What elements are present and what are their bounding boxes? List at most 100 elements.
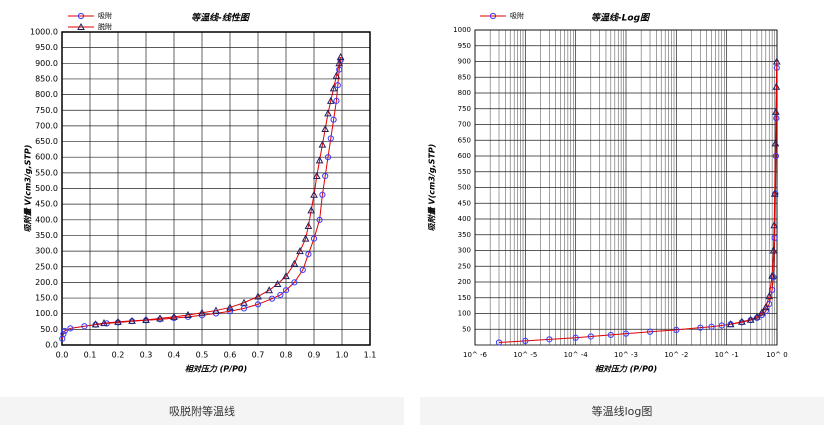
- y-tick-label: 550: [458, 168, 471, 176]
- series-line: [61, 60, 342, 339]
- marker: [61, 327, 68, 335]
- marker: [761, 303, 770, 311]
- x-tick-label: 0.3: [140, 351, 153, 360]
- y-tick-label: 600: [458, 152, 471, 160]
- marker: [305, 251, 312, 258]
- legend-marker: [77, 22, 85, 30]
- caption-bar: [420, 397, 824, 425]
- marker: [326, 96, 335, 104]
- marker: [765, 292, 774, 300]
- marker: [212, 306, 220, 314]
- marker: [327, 135, 334, 142]
- plot-border: [474, 29, 778, 346]
- x-tick-label: 0.9: [308, 351, 321, 360]
- y-tick-label: 150.0: [35, 294, 58, 303]
- marker: [770, 189, 779, 197]
- y-tick-label: 750.0: [35, 106, 58, 115]
- y-tick-label: 650.0: [35, 137, 58, 146]
- y-tick-label: 700: [458, 121, 471, 129]
- series-line: [730, 61, 778, 325]
- marker: [316, 216, 323, 223]
- marker: [301, 234, 310, 242]
- marker: [333, 97, 340, 104]
- x-axis-label: 相对压力 (P/P0): [595, 365, 657, 374]
- caption: 等温线log图: [592, 404, 653, 418]
- x-tick-label: 0.7: [252, 351, 265, 360]
- marker: [737, 317, 746, 325]
- x-tick-label: 0.5: [196, 351, 209, 360]
- x-tick-label: 10^ -6: [463, 351, 488, 359]
- marker: [746, 315, 755, 323]
- y-tick-label: 50: [462, 325, 471, 333]
- y-axis-label: 吸附量 V(cm3/g,STP): [24, 145, 33, 233]
- y-tick-label: 400.0: [35, 215, 58, 224]
- x-tick-label: 0.8: [280, 351, 293, 360]
- marker: [240, 305, 248, 312]
- y-tick-label: 50.0: [40, 325, 58, 334]
- marker: [772, 107, 780, 115]
- x-tick-label: 1.0: [336, 351, 349, 360]
- marker: [495, 339, 503, 346]
- marker: [315, 156, 324, 164]
- y-tick-label: 350: [458, 231, 471, 239]
- marker: [100, 319, 108, 327]
- y-tick-label: 850.0: [35, 74, 58, 83]
- marker: [770, 221, 779, 229]
- marker: [718, 322, 725, 329]
- x-tick-label: 0.0: [56, 351, 69, 360]
- marker: [226, 308, 234, 315]
- y-tick-label: 100: [458, 310, 471, 318]
- marker: [265, 286, 274, 294]
- y-axis-label: 吸附量 V(cm3/g,STP): [428, 144, 437, 232]
- marker: [318, 140, 327, 148]
- marker: [198, 308, 206, 316]
- marker: [335, 59, 344, 67]
- marker: [240, 298, 248, 306]
- y-tick-label: 1000: [453, 26, 471, 34]
- y-tick-label: 1000.0: [30, 28, 58, 37]
- marker: [607, 331, 614, 339]
- y-tick-label: 250: [458, 262, 471, 270]
- marker: [673, 326, 680, 333]
- caption-bar: [0, 397, 404, 425]
- marker: [81, 323, 88, 330]
- x-tick-label: 0.2: [112, 351, 125, 360]
- marker: [91, 320, 100, 328]
- marker: [310, 235, 318, 242]
- y-tick-label: 400: [458, 215, 471, 223]
- y-tick-label: 350.0: [35, 231, 58, 240]
- marker: [324, 109, 332, 117]
- marker: [60, 330, 67, 338]
- y-tick-label: 950: [458, 42, 471, 50]
- marker: [282, 272, 290, 280]
- marker: [572, 334, 579, 341]
- marker: [226, 303, 234, 311]
- y-tick-label: 500.0: [35, 184, 58, 193]
- y-tick-label: 500: [458, 184, 471, 192]
- marker: [332, 71, 341, 79]
- marker: [697, 324, 704, 331]
- caption: 吸脱附等温线: [169, 404, 235, 418]
- marker: [587, 333, 594, 340]
- plot-border: [61, 31, 371, 346]
- marker: [769, 246, 778, 254]
- y-tick-label: 250.0: [35, 262, 58, 271]
- legend-label: 吸附: [98, 11, 112, 20]
- y-tick-label: 800.0: [35, 90, 58, 99]
- marker: [67, 325, 74, 332]
- y-tick-label: 900.0: [35, 59, 58, 68]
- y-tick-label: 450: [458, 199, 471, 207]
- x-tick-label: 0.4: [168, 351, 181, 360]
- marker: [254, 301, 262, 308]
- marker: [772, 57, 781, 65]
- marker: [142, 315, 150, 323]
- marker: [282, 287, 290, 294]
- marker: [322, 172, 329, 180]
- marker: [296, 247, 304, 255]
- marker: [319, 191, 326, 198]
- marker: [304, 222, 313, 230]
- marker: [291, 279, 298, 286]
- y-tick-label: 700.0: [35, 121, 58, 130]
- y-tick-label: 200.0: [35, 278, 58, 287]
- marker: [726, 320, 735, 328]
